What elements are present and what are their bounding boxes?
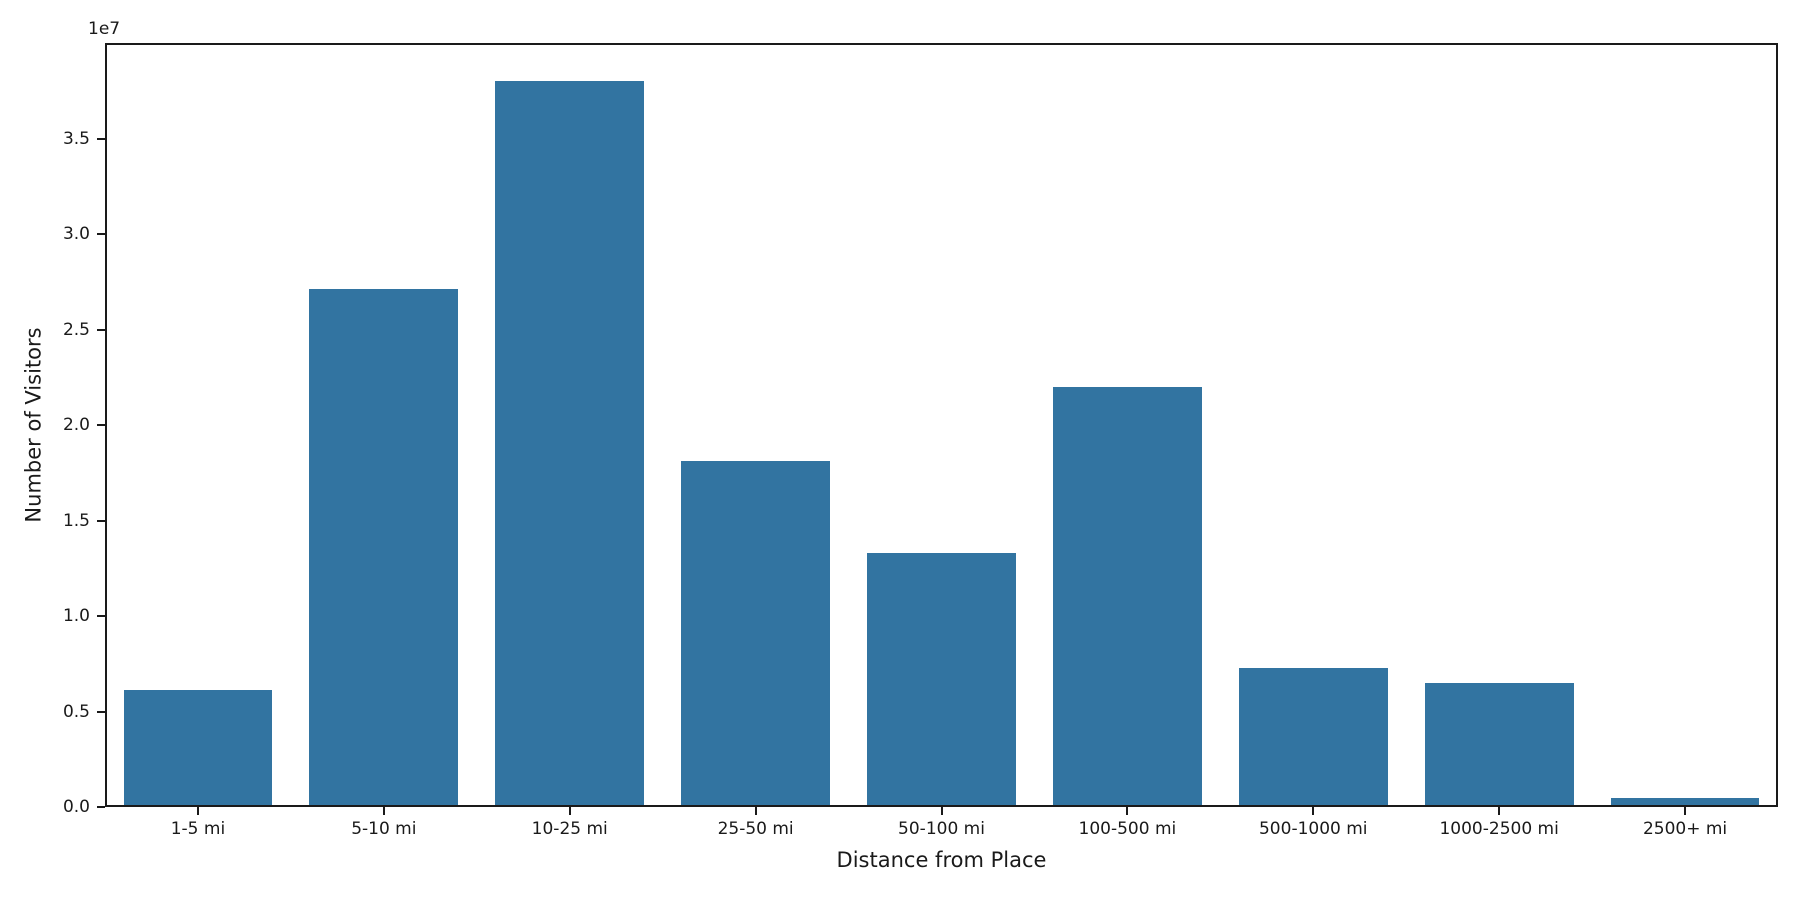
x-tick-mark: [1312, 807, 1315, 815]
y-axis-offset-text: 1e7: [88, 19, 121, 39]
y-tick-label: 3.5: [62, 128, 90, 149]
y-tick-mark: [97, 233, 105, 235]
x-tick-label: 5-10 mi: [351, 819, 417, 839]
x-tick-label: 1000-2500 mi: [1439, 819, 1559, 839]
x-tick-mark: [382, 807, 385, 815]
x-tick-mark: [1684, 807, 1687, 815]
y-tick-label: 2.5: [62, 319, 90, 340]
x-tick-mark: [568, 807, 571, 815]
y-tick-mark: [97, 519, 105, 522]
y-tick-mark: [97, 615, 105, 617]
bar-100-500-mi: [1053, 387, 1202, 807]
x-axis-label: Distance from Place: [836, 848, 1047, 872]
x-tick-mark: [1126, 807, 1129, 815]
bar-1000-2500-mi: [1424, 683, 1574, 807]
y-tick-label: 0.0: [62, 797, 90, 817]
bar-25-50-mi: [681, 461, 830, 807]
y-tick-mark: [97, 137, 105, 140]
x-tick-label: 100-500 mi: [1078, 819, 1177, 839]
y-tick-label: 3.0: [62, 224, 90, 244]
x-tick-label: 2500+ mi: [1642, 819, 1728, 839]
x-tick-label: 10-25 mi: [531, 819, 608, 839]
x-tick-mark: [1498, 807, 1501, 815]
y-tick-mark: [97, 328, 105, 331]
y-tick-label: 0.5: [62, 701, 90, 722]
y-tick-mark: [97, 710, 105, 713]
y-tick-label: 1.5: [62, 510, 90, 531]
y-tick-mark: [97, 424, 105, 426]
y-tick-label: 1.0: [62, 606, 90, 626]
x-tick-label: 500-1000 mi: [1258, 819, 1368, 839]
x-tick-label: 50-100 mi: [898, 819, 985, 839]
x-tick-mark: [754, 807, 757, 815]
bar-5-10-mi: [309, 289, 459, 807]
bar-1-5-mi: [123, 690, 273, 807]
y-tick-mark: [97, 806, 105, 808]
bar-50-100-mi: [867, 553, 1016, 807]
bar-500-1000-mi: [1238, 668, 1388, 807]
x-tick-mark: [196, 807, 199, 815]
bar-2500+-mi: [1610, 798, 1760, 807]
y-tick-label: 2.0: [62, 415, 90, 435]
bar-10-25-mi: [495, 81, 645, 807]
plot-area: [105, 43, 1778, 807]
x-tick-label: 25-50 mi: [717, 819, 794, 839]
x-tick-mark: [940, 807, 943, 815]
x-tick-label: 1-5 mi: [170, 819, 226, 839]
